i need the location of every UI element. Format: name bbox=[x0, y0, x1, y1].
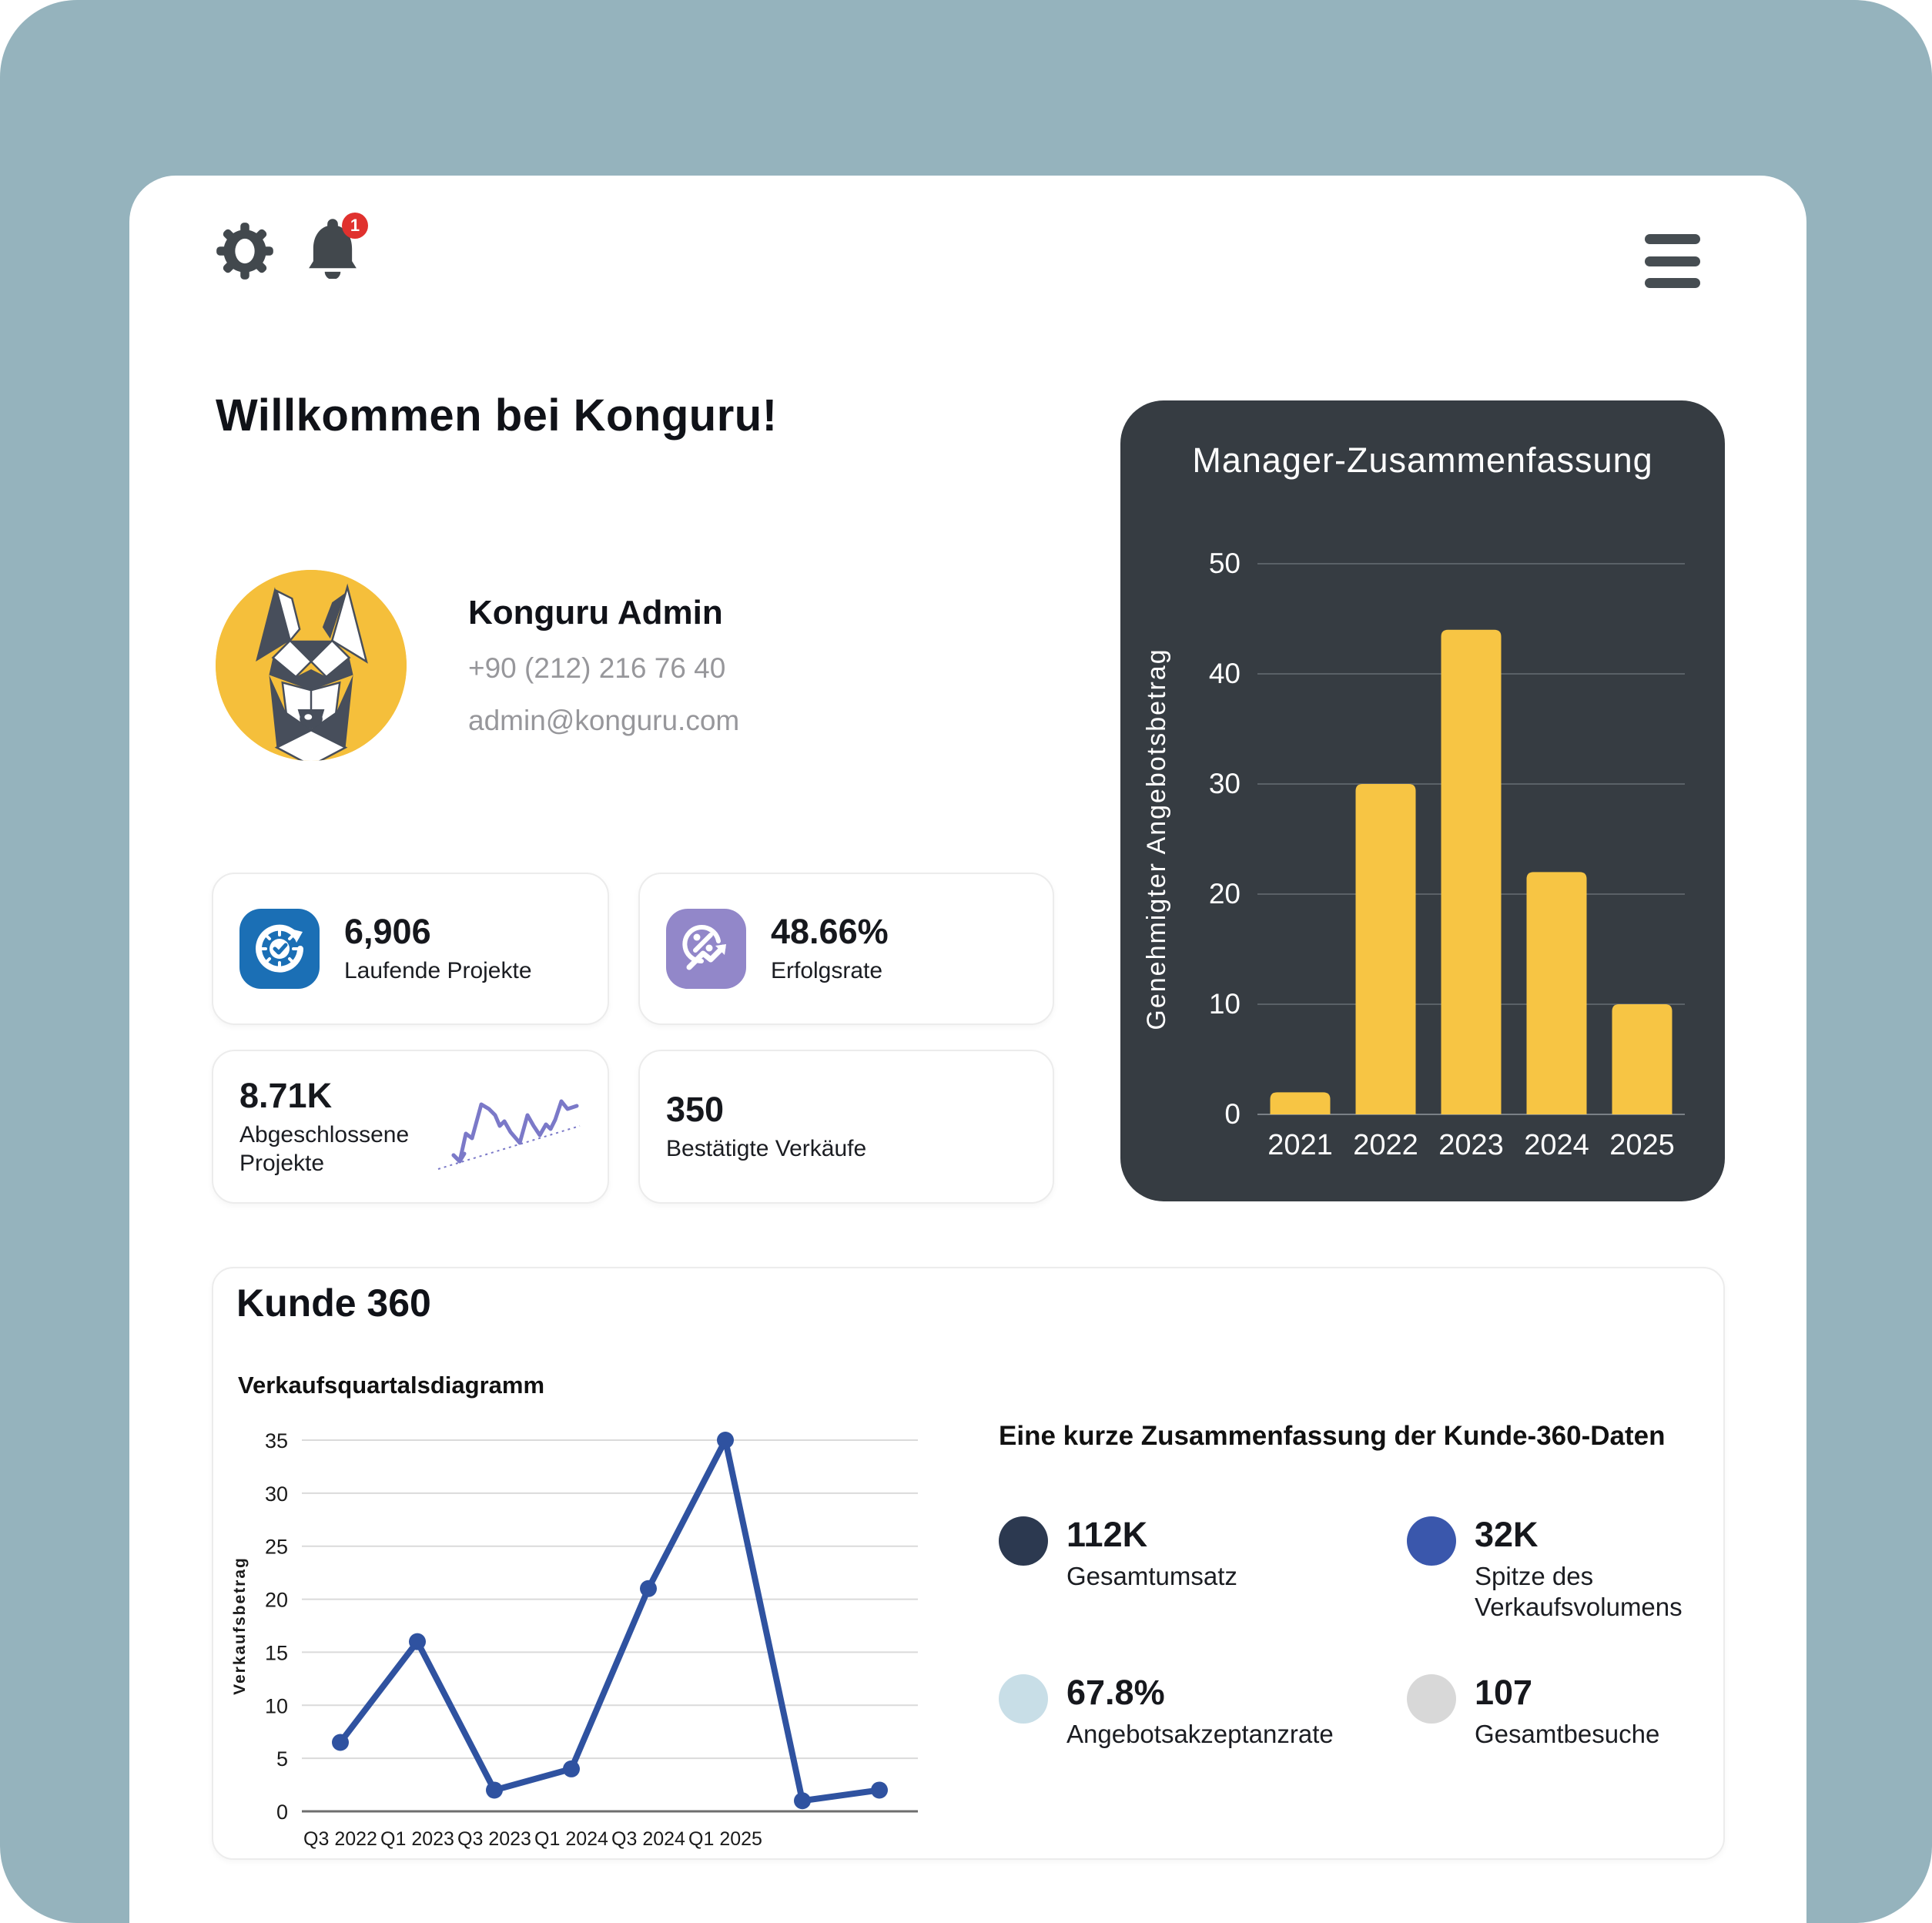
kunde-360-card: Kunde 360 Verkaufsquartalsdiagramm 0 5 10 1… bbox=[212, 1267, 1725, 1860]
avatar bbox=[216, 570, 407, 761]
kunde-360-summary-title: Eine kurze Zusammenfassung der Kunde-360… bbox=[999, 1421, 1666, 1451]
svg-text:0: 0 bbox=[1224, 1098, 1241, 1130]
manager-summary-card: Manager-Zusammenfassung 0 10 20 30 40 50 2021 2… bbox=[1120, 400, 1725, 1201]
svg-text:Q1 2023: Q1 2023 bbox=[380, 1828, 454, 1850]
manager-bar-chart: 0 10 20 30 40 50 2021 2022 2023 2024 2025 Genehmigt… bbox=[1142, 548, 1685, 1161]
summary-value: 107 bbox=[1475, 1673, 1533, 1713]
notification-badge: 1 bbox=[342, 213, 368, 239]
summary-value: 32K bbox=[1475, 1515, 1539, 1554]
legend-dot bbox=[1407, 1516, 1456, 1566]
svg-text:25: 25 bbox=[265, 1536, 288, 1559]
notifications-button[interactable]: 1 bbox=[300, 213, 368, 282]
profile-section: Konguru Admin +90 (212) 216 76 40 admin@… bbox=[216, 570, 739, 761]
summary-value: 67.8% bbox=[1066, 1673, 1165, 1713]
legend-dot bbox=[1407, 1674, 1456, 1724]
stat-card-completed-projects: 8.71K Abgeschlossene Projekte bbox=[212, 1050, 609, 1204]
summary-label: Spitze des Verkaufsvolumens bbox=[1475, 1562, 1683, 1621]
summary-label: Angebotsakzeptanzrate bbox=[1066, 1720, 1334, 1749]
svg-text:Q3 2022: Q3 2022 bbox=[303, 1828, 377, 1850]
svg-text:Q3 2023: Q3 2023 bbox=[457, 1828, 531, 1850]
stat-label: Erfolgsrate bbox=[771, 958, 883, 984]
manager-summary-title: Manager-Zusammenfassung bbox=[1192, 441, 1653, 480]
legend-dot bbox=[999, 1674, 1048, 1724]
kunde-360-title: Kunde 360 bbox=[236, 1281, 431, 1325]
svg-text:20: 20 bbox=[1209, 878, 1241, 910]
svg-text:30: 30 bbox=[265, 1482, 288, 1506]
svg-text:10: 10 bbox=[1209, 988, 1241, 1020]
kunde-360-summary-grid: 112K Gesamtumsatz 32K Spitze des Verkauf… bbox=[999, 1515, 1815, 1750]
svg-text:2025: 2025 bbox=[1609, 1129, 1675, 1161]
hamburger-menu-button[interactable] bbox=[1645, 234, 1706, 288]
svg-text:2024: 2024 bbox=[1524, 1129, 1589, 1161]
svg-text:0: 0 bbox=[276, 1801, 288, 1824]
stat-value: 48.66% bbox=[771, 912, 889, 952]
bell-icon bbox=[305, 218, 360, 281]
page-title: Willkommen bei Konguru! bbox=[216, 390, 778, 441]
hamburger-icon bbox=[1645, 234, 1700, 244]
svg-text:20: 20 bbox=[265, 1589, 288, 1612]
gear-icon bbox=[216, 223, 274, 283]
summary-label: Gesamtbesuche bbox=[1475, 1720, 1660, 1749]
svg-text:10: 10 bbox=[265, 1694, 288, 1717]
stat-card-success-rate: 48.66% Erfolgsrate bbox=[638, 873, 1054, 1025]
line-chart-title: Verkaufsquartalsdiagramm bbox=[238, 1372, 545, 1399]
profile-phone: +90 (212) 216 76 40 bbox=[468, 652, 726, 684]
stat-label: Abgeschlossene Projekte bbox=[239, 1121, 410, 1177]
svg-text:2023: 2023 bbox=[1438, 1129, 1504, 1161]
stat-card-confirmed-sales: 350 Bestätigte Verkäufe bbox=[638, 1050, 1054, 1204]
profile-name: Konguru Admin bbox=[468, 594, 723, 632]
svg-text:Q1 2024: Q1 2024 bbox=[534, 1828, 608, 1850]
stat-card-active-projects: 6,906 Laufende Projekte bbox=[212, 873, 609, 1025]
svg-text:50: 50 bbox=[1209, 548, 1241, 579]
svg-text:Q3 2024: Q3 2024 bbox=[611, 1828, 685, 1850]
svg-text:2022: 2022 bbox=[1353, 1129, 1418, 1161]
svg-text:40: 40 bbox=[1209, 658, 1241, 689]
svg-text:Verkaufsbetrag: Verkaufsbetrag bbox=[233, 1556, 249, 1695]
summary-label: Gesamtumsatz bbox=[1066, 1562, 1237, 1590]
summary-stat-total-revenue: 112K Gesamtumsatz bbox=[999, 1515, 1407, 1622]
clock-refresh-check-icon bbox=[239, 909, 320, 989]
sparkline-graphic bbox=[434, 1075, 588, 1179]
summary-value: 112K bbox=[1066, 1515, 1148, 1554]
summary-stat-total-visits: 107 Gesamtbesuche bbox=[1407, 1673, 1815, 1750]
stats-grid: 6,906 Laufende Projekte 48.66 bbox=[212, 873, 1054, 1204]
stat-value: 8.71K bbox=[239, 1075, 333, 1115]
stat-value: 350 bbox=[666, 1090, 725, 1130]
svg-text:Q1 2025: Q1 2025 bbox=[688, 1828, 762, 1850]
legend-dot bbox=[999, 1516, 1048, 1566]
svg-text:30: 30 bbox=[1209, 768, 1241, 799]
kangaroo-illustration bbox=[216, 570, 407, 761]
svg-text:Genehmigter Angebotsbetrag: Genehmigter Angebotsbetrag bbox=[1142, 648, 1171, 1030]
stat-label: Laufende Projekte bbox=[344, 958, 532, 984]
stat-value: 6,906 bbox=[344, 912, 431, 952]
dashboard-card: 1 Willkommen bei Konguru! bbox=[129, 176, 1806, 1923]
percent-trend-icon bbox=[666, 909, 746, 989]
stat-label: Bestätigte Verkäufe bbox=[666, 1136, 867, 1162]
svg-text:35: 35 bbox=[265, 1429, 288, 1452]
settings-button[interactable] bbox=[216, 222, 274, 280]
summary-stat-peak-sales-volume: 32K Spitze des Verkaufsvolumens bbox=[1407, 1515, 1815, 1622]
profile-email: admin@konguru.com bbox=[468, 705, 740, 736]
svg-text:15: 15 bbox=[265, 1641, 288, 1664]
summary-stat-offer-acceptance-rate: 67.8% Angebotsakzeptanzrate bbox=[999, 1673, 1407, 1750]
svg-text:2021: 2021 bbox=[1267, 1129, 1333, 1161]
svg-text:5: 5 bbox=[276, 1747, 288, 1771]
